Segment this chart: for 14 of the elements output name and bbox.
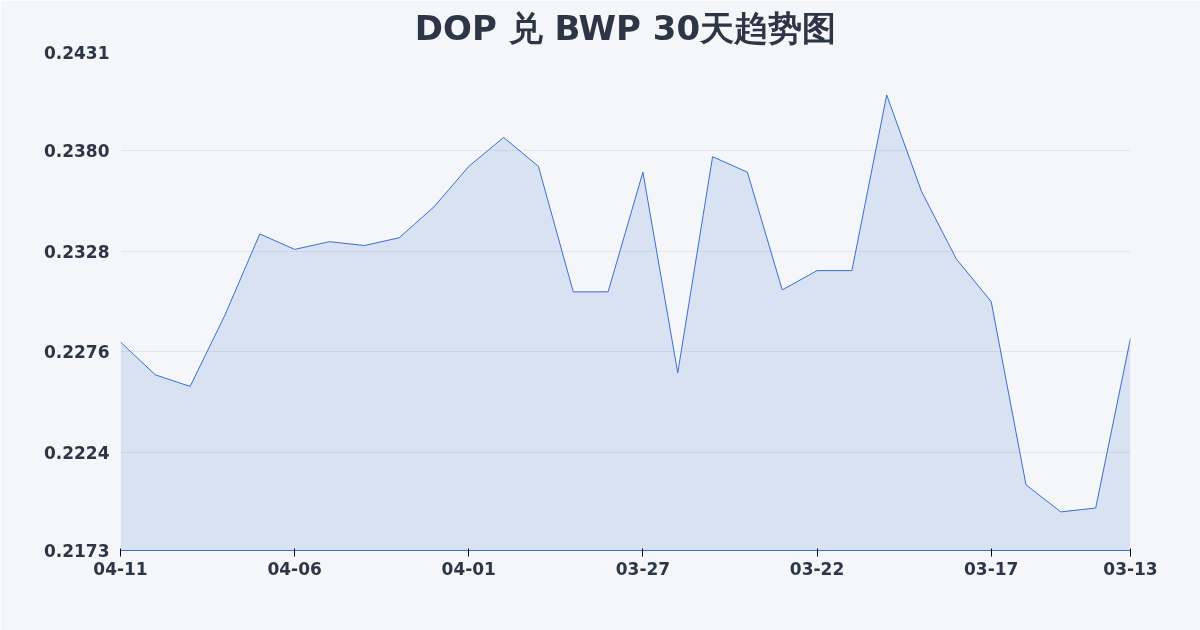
x-tick-label: 03-13	[1103, 558, 1158, 579]
y-tick-label: 0.2380	[43, 141, 110, 162]
y-tick-label: 0.2431	[43, 43, 110, 63]
x-tick-label: 04-11	[93, 558, 148, 579]
chart-title: DOP 兑 BWP 30天趋势图	[414, 7, 837, 48]
y-tick-label: 0.2276	[43, 342, 110, 363]
y-tick-label: 0.2173	[43, 541, 110, 561]
x-tick-label: 03-17	[964, 558, 1019, 579]
x-tick-label: 04-01	[441, 558, 496, 579]
x-tick-label: 03-27	[615, 558, 671, 579]
y-tick-label: 0.2328	[43, 241, 110, 262]
y-tick-label: 0.2224	[43, 442, 110, 463]
x-tick-label: 04-06	[267, 558, 322, 579]
x-tick-label: 03-22	[789, 558, 845, 579]
